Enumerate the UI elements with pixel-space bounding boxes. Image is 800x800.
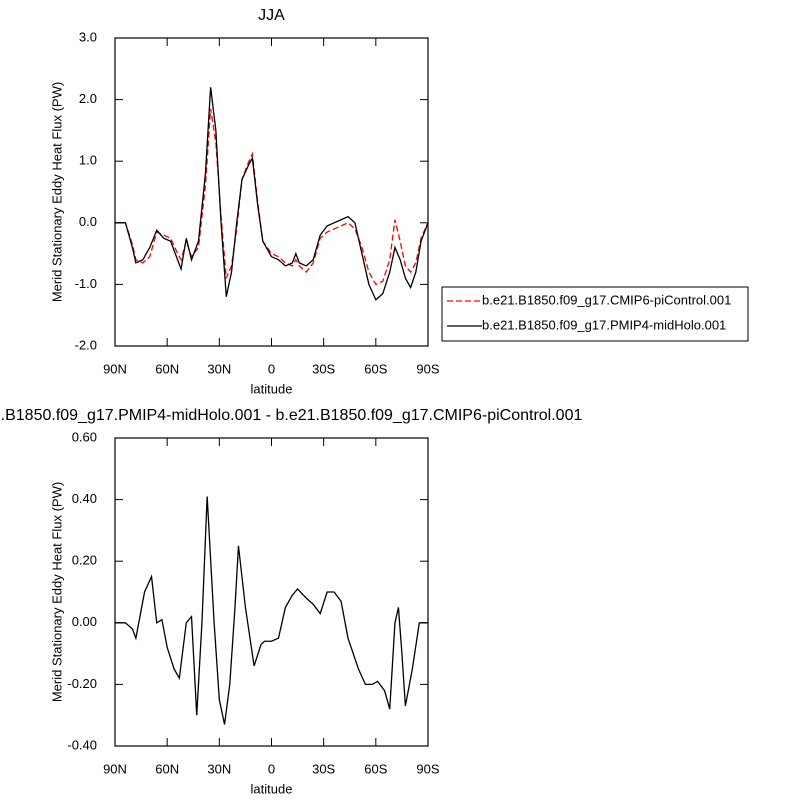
y-tick-label: 0.60 xyxy=(72,429,97,444)
data-line xyxy=(115,108,429,286)
x-tick-label: 60S xyxy=(364,361,387,376)
x-tick-label: 30S xyxy=(312,761,335,776)
y-tick-label: 0.00 xyxy=(72,614,97,629)
legend-label: b.e21.B1850.f09_g17.CMIP6-piControl.001 xyxy=(482,292,731,307)
x-tick-label: 90N xyxy=(103,361,127,376)
legend-label: b.e21.B1850.f09_g17.PMIP4-midHolo.001 xyxy=(482,317,726,332)
y-tick-label: -2.0 xyxy=(75,337,97,352)
x-tick-label: 30N xyxy=(207,361,231,376)
x-tick-label: 60N xyxy=(155,761,179,776)
chart-title: b.e21.B1850.f09_g17.PMIP4-midHolo.001 - … xyxy=(0,407,582,424)
y-tick-label: 2.0 xyxy=(79,91,97,106)
legend-box xyxy=(441,286,749,342)
x-tick-label: 0 xyxy=(268,361,275,376)
y-axis-label: Merid Stationary Eddy Heat Flux (PW) xyxy=(49,482,64,702)
y-tick-label: -1.0 xyxy=(75,276,97,291)
y-axis-label: Merid Stationary Eddy Heat Flux (PW) xyxy=(49,82,64,302)
y-tick-label: 1.0 xyxy=(79,153,97,168)
plot-frame xyxy=(114,37,429,347)
x-tick-label: 60N xyxy=(155,361,179,376)
y-tick-label: 0.20 xyxy=(72,553,97,568)
x-tick-label: 30N xyxy=(207,761,231,776)
y-tick-label: 0.40 xyxy=(72,491,97,506)
x-tick-label: 30S xyxy=(312,361,335,376)
y-tick-label: -0.20 xyxy=(67,676,97,691)
x-axis-label: latitude xyxy=(251,781,293,796)
y-tick-label: -0.40 xyxy=(67,737,97,752)
data-line xyxy=(115,496,428,725)
chart-title: JJA xyxy=(258,7,285,24)
x-tick-label: 90S xyxy=(416,361,439,376)
plot-frame xyxy=(114,437,429,747)
x-tick-label: 0 xyxy=(268,761,275,776)
y-tick-label: 0.0 xyxy=(79,214,97,229)
y-tick-label: 3.0 xyxy=(79,29,97,44)
data-line xyxy=(115,87,429,301)
x-tick-label: 60S xyxy=(364,761,387,776)
x-tick-label: 90N xyxy=(103,761,127,776)
x-tick-label: 90S xyxy=(416,761,439,776)
x-axis-label: latitude xyxy=(251,381,293,396)
